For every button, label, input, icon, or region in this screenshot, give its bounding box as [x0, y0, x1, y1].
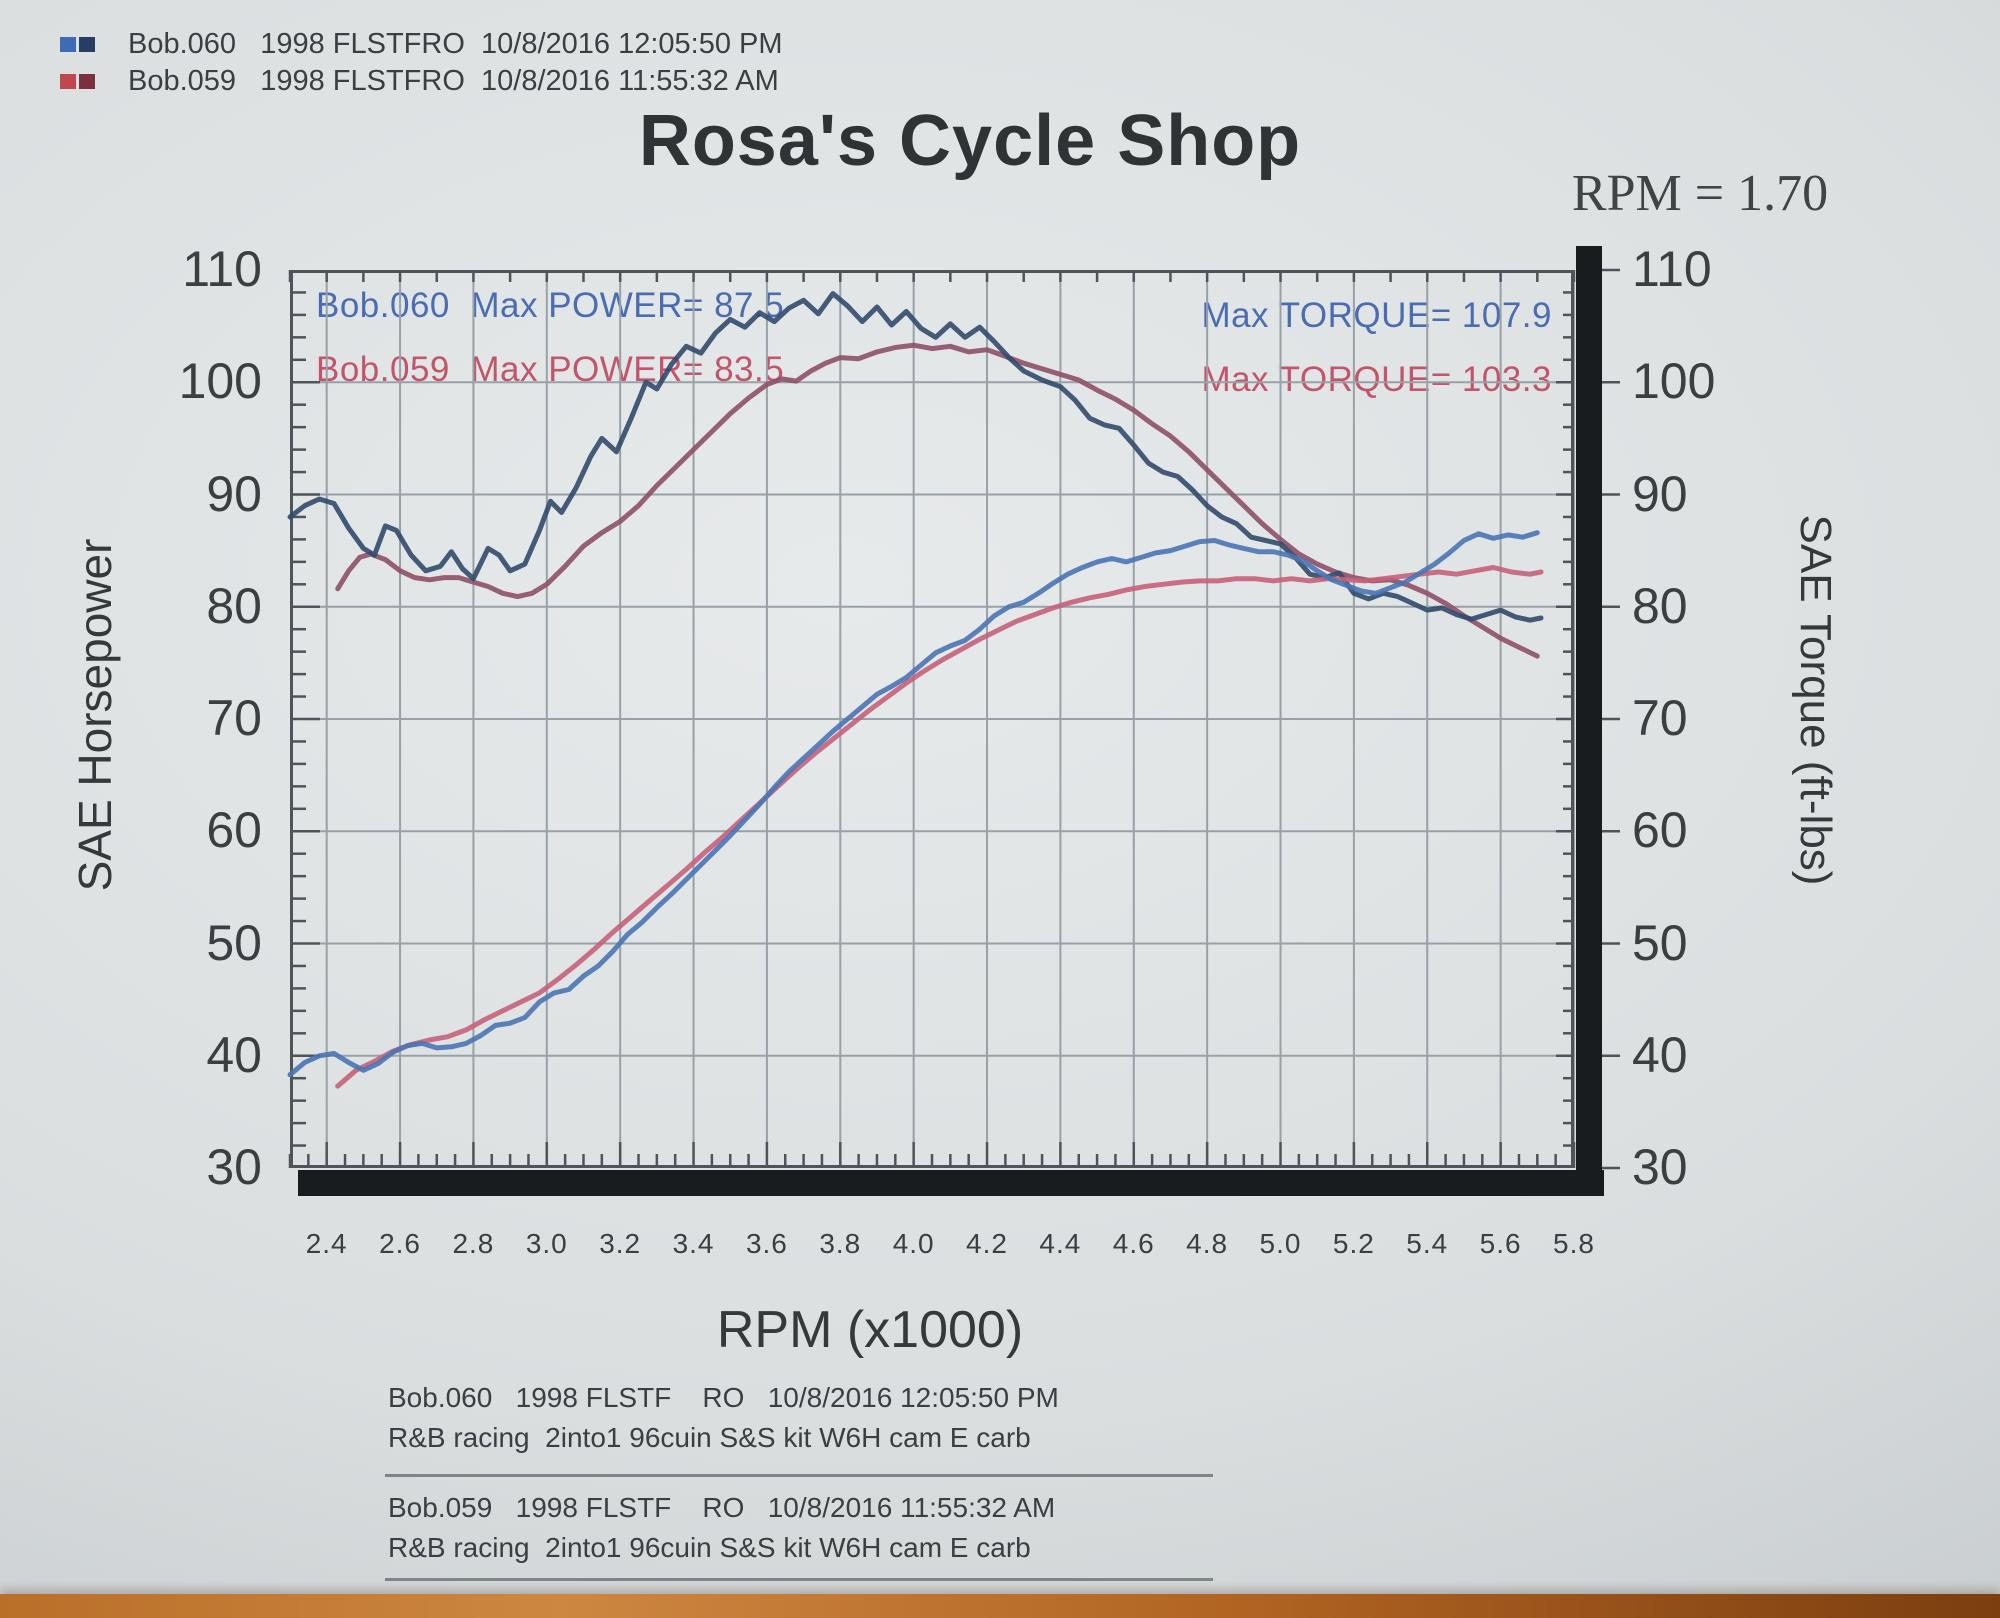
run-legend: Bob.060 1998 FLSTFRO 10/8/2016 12:05:50 …: [60, 26, 783, 100]
footer-bob060-line1: Bob.060 1998 FLSTF RO 10/8/2016 12:05:50…: [388, 1382, 1059, 1413]
y-tick-label-right: 50: [1632, 914, 1688, 971]
x-tick-label: 3.6: [745, 1228, 788, 1259]
y-tick-label-right: 80: [1632, 577, 1688, 634]
x-tick-label: 5.6: [1479, 1228, 1522, 1259]
y-tick-label-left: 50: [206, 914, 262, 971]
y-tick-label-right: 110: [1632, 241, 1712, 297]
x-tick-label: 3.2: [599, 1228, 642, 1259]
page-title: Rosa's Cycle Shop: [638, 101, 1302, 181]
x-tick-label: 3.8: [819, 1228, 862, 1259]
left-axis-title: SAE Horsepower: [69, 538, 121, 892]
footer-bob060-line2: R&B racing 2into1 96cuin S&S kit W6H cam…: [388, 1422, 1031, 1453]
x-tick-label: 3.0: [525, 1228, 568, 1259]
x-axis-title: RPM (x1000): [716, 1301, 1024, 1359]
y-tick-label-left: 70: [206, 690, 262, 746]
x-tick-label: 2.8: [452, 1228, 495, 1259]
footer-bob059-line2: R&B racing 2into1 96cuin S&S kit W6H cam…: [388, 1532, 1031, 1563]
x-tick-label: 5.0: [1259, 1228, 1302, 1259]
legend-row-bob059: Bob.059 1998 FLSTFRO 10/8/2016 11:55:32 …: [60, 63, 783, 100]
curve-bob-060-power: [287, 530, 1540, 1078]
y-tick-label-right: 30: [1632, 1139, 1688, 1195]
x-tick-label: 5.4: [1406, 1228, 1449, 1259]
x-tick-label: 4.0: [892, 1228, 935, 1259]
curve-bob-059-power: [335, 565, 1544, 1089]
y-tick-label-left: 40: [206, 1026, 262, 1083]
y-tick-label-right: 70: [1632, 690, 1688, 746]
y-tick-label-left: 60: [206, 802, 262, 859]
annotation-max-torque-bob059: Max TORQUE= 103.3: [1201, 360, 1552, 399]
dyno-plot: [287, 246, 1620, 1196]
y-tick-label-left: 100: [178, 353, 262, 410]
x-tick-label: 5.2: [1332, 1228, 1375, 1259]
run-color-swatch-torque-059: [79, 74, 95, 89]
x-tick-label: 4.8: [1186, 1228, 1229, 1259]
y-tick-label-left: 30: [206, 1139, 262, 1195]
legend-text-bob060: Bob.060 1998 FLSTFRO 10/8/2016 12:05:50 …: [128, 28, 783, 60]
legend-text-bob059: Bob.059 1998 FLSTFRO 10/8/2016 11:55:32 …: [128, 65, 779, 97]
footer-separator-2: [385, 1578, 1213, 1581]
y-tick-label-right: 100: [1632, 353, 1716, 410]
x-tick-label: 2.6: [379, 1228, 422, 1259]
x-tick-label: 2.4: [305, 1228, 348, 1259]
run-color-swatch-power-060: [60, 37, 76, 52]
x-tick-label: 4.6: [1112, 1228, 1155, 1259]
y-tick-label-right: 40: [1632, 1026, 1688, 1083]
run-color-swatch-power-059: [60, 74, 76, 89]
x-tick-label: 4.4: [1039, 1228, 1082, 1259]
x-tick-label: 3.4: [672, 1228, 715, 1259]
run-color-swatch-torque-060: [79, 37, 95, 52]
footer-bob059-line1: Bob.059 1998 FLSTF RO 10/8/2016 11:55:32…: [388, 1492, 1056, 1523]
curve-bob-059-torque: [335, 342, 1540, 659]
table-surface-edge: [0, 1594, 2000, 1618]
rpm-ratio-label: RPM = 1.70: [1571, 165, 1829, 222]
y-tick-label-left: 110: [182, 241, 262, 297]
footer-separator-1: [385, 1474, 1213, 1477]
right-axis-title: SAE Torque (ft-lbs): [1791, 514, 1840, 886]
x-tick-label: 5.8: [1553, 1228, 1595, 1259]
y-tick-label-left: 90: [206, 465, 262, 522]
y-tick-label-right: 90: [1632, 465, 1688, 522]
annotation-max-torque-bob060: Max TORQUE= 107.9: [1201, 296, 1552, 335]
y-tick-label-right: 60: [1632, 802, 1688, 859]
legend-row-bob060: Bob.060 1998 FLSTFRO 10/8/2016 12:05:50 …: [60, 26, 783, 63]
y-tick-label-left: 80: [206, 577, 262, 634]
x-tick-label: 4.2: [966, 1228, 1008, 1259]
annotation-max-power-bob060: Bob.060 Max POWER= 87.5: [316, 286, 785, 325]
